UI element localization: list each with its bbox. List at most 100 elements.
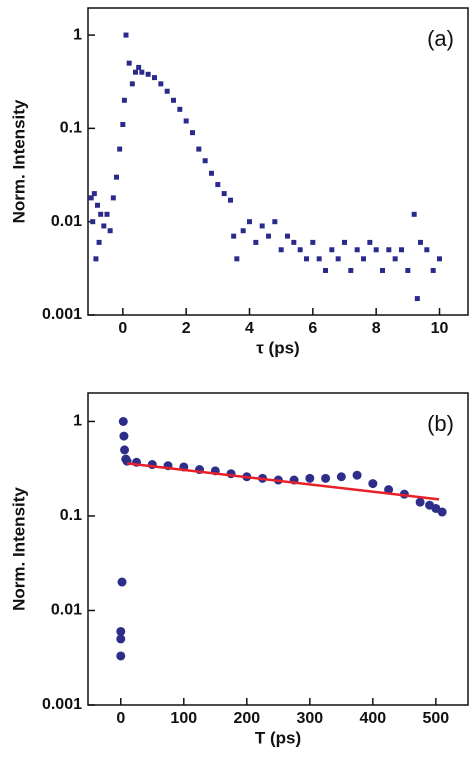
data-point	[90, 219, 96, 225]
data-point	[329, 247, 335, 253]
data-point	[93, 256, 99, 262]
data-point	[139, 69, 145, 75]
data-point	[348, 267, 354, 273]
data-point	[316, 256, 322, 262]
panel-label: (a)	[427, 26, 454, 51]
data-point	[116, 651, 126, 661]
data-point	[437, 507, 447, 517]
x-axis-label: T (ps)	[255, 728, 301, 747]
y-tick-label: 0.1	[60, 120, 82, 137]
data-point	[368, 479, 378, 489]
x-tick-label: 500	[423, 710, 450, 727]
data-point	[118, 416, 128, 426]
x-tick-label: 0	[116, 710, 125, 727]
x-tick-label: 8	[372, 320, 381, 337]
data-point	[152, 75, 157, 81]
data-point	[247, 219, 252, 225]
data-point	[405, 267, 411, 273]
y-tick-label: 0.1	[60, 507, 82, 524]
x-tick-label: 200	[233, 710, 260, 727]
y-axis-label: Norm. Intensity	[9, 99, 28, 223]
x-tick-label: 300	[296, 710, 323, 727]
x-tick-label: 400	[359, 710, 386, 727]
x-tick-label: 10	[431, 320, 449, 337]
y-tick-label: 0.001	[42, 306, 82, 323]
data-point	[116, 626, 126, 636]
data-point	[183, 118, 189, 124]
data-point	[430, 267, 436, 273]
y-tick-label: 0.001	[42, 696, 82, 713]
data-point	[285, 233, 290, 239]
data-point	[228, 197, 233, 203]
data-point	[415, 497, 425, 507]
data-point	[414, 296, 420, 302]
x-tick-label: 100	[170, 710, 197, 727]
data-point	[384, 485, 394, 495]
data-point	[95, 202, 100, 208]
data-point	[418, 239, 423, 245]
data-point	[104, 211, 110, 217]
data-point	[116, 634, 126, 644]
data-point	[164, 88, 170, 94]
data-point	[424, 247, 430, 253]
data-point	[231, 233, 237, 239]
data-point	[304, 256, 309, 262]
data-point	[209, 170, 214, 176]
data-point	[123, 32, 129, 38]
data-point	[253, 239, 259, 245]
data-point	[272, 219, 278, 225]
data-point	[120, 445, 130, 455]
data-point	[96, 239, 102, 245]
data-point	[121, 97, 127, 103]
data-point	[336, 472, 346, 482]
x-tick-label: 6	[308, 320, 317, 337]
data-point	[117, 146, 123, 152]
x-tick-label: 0	[118, 320, 127, 337]
data-point	[297, 247, 303, 253]
data-point	[177, 106, 183, 112]
data-point	[136, 64, 142, 70]
data-point	[367, 239, 373, 245]
data-point	[373, 247, 379, 253]
data-point	[126, 60, 132, 66]
data-point	[278, 247, 284, 253]
data-point	[234, 256, 240, 262]
data-point	[190, 130, 195, 136]
data-point	[110, 195, 116, 201]
data-point	[386, 247, 392, 253]
data-point	[321, 473, 331, 483]
data-point	[335, 256, 341, 262]
data-point	[259, 223, 265, 229]
data-point	[437, 256, 442, 262]
data-point	[91, 191, 97, 197]
y-tick-label: 0.01	[51, 602, 82, 619]
data-point	[323, 267, 328, 273]
data-point	[291, 239, 297, 245]
data-point	[399, 247, 404, 253]
data-point	[129, 81, 135, 87]
data-point	[119, 431, 129, 441]
data-point	[342, 239, 347, 245]
data-point	[158, 81, 164, 87]
y-tick-label: 0.01	[51, 213, 82, 230]
x-tick-label: 4	[245, 320, 254, 337]
y-axis-label: Norm. Intensity	[9, 487, 28, 611]
data-point	[310, 239, 316, 245]
data-point	[107, 228, 113, 234]
data-point	[171, 97, 176, 103]
data-point	[352, 470, 362, 480]
data-point	[411, 211, 417, 217]
data-point	[117, 577, 127, 587]
data-point	[380, 267, 385, 273]
plot-frame	[87, 392, 469, 706]
data-point	[98, 211, 104, 217]
panel-label: (b)	[427, 411, 454, 436]
y-tick-label: 1	[73, 413, 82, 430]
data-point	[215, 182, 221, 188]
data-point	[196, 146, 202, 152]
data-point	[120, 122, 126, 128]
data-point	[133, 69, 138, 75]
data-point	[354, 247, 360, 253]
data-point	[88, 195, 94, 201]
